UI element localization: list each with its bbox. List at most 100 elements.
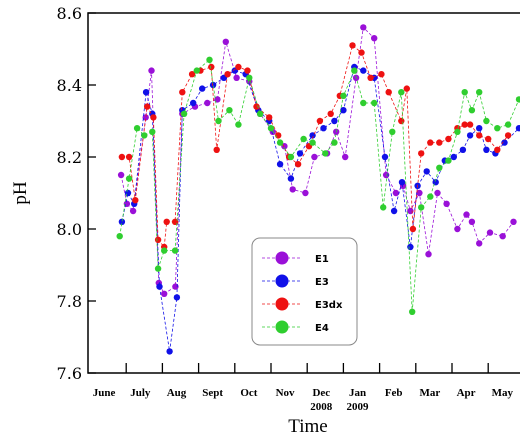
legend-marker xyxy=(275,274,289,288)
data-point xyxy=(515,125,520,132)
data-point xyxy=(340,92,347,100)
data-point xyxy=(253,103,260,110)
data-point xyxy=(466,132,474,139)
data-point xyxy=(276,139,284,146)
data-point xyxy=(436,164,443,171)
data-point xyxy=(142,114,149,121)
data-point xyxy=(150,114,157,121)
data-point xyxy=(276,161,284,168)
data-point xyxy=(215,117,222,125)
data-point xyxy=(289,186,296,193)
legend-marker xyxy=(275,297,289,311)
data-point xyxy=(327,110,334,118)
legend-entry-e4: E4 xyxy=(262,320,329,334)
data-point xyxy=(398,117,405,125)
x-tick-label: July xyxy=(130,387,151,399)
legend-marker xyxy=(275,251,289,265)
data-point xyxy=(351,67,358,74)
data-point xyxy=(380,204,387,211)
data-point xyxy=(209,81,217,89)
x-axis-title: Time xyxy=(288,416,327,437)
data-point xyxy=(501,139,508,146)
data-point xyxy=(193,67,200,74)
data-point xyxy=(208,63,215,71)
x-tick-year-label: 2009 xyxy=(347,401,370,413)
data-point xyxy=(427,139,434,146)
data-point xyxy=(463,211,470,218)
data-point xyxy=(179,89,186,96)
data-point xyxy=(132,197,139,204)
data-point xyxy=(266,114,273,121)
data-point xyxy=(389,128,396,135)
data-point xyxy=(416,189,423,197)
data-point xyxy=(199,85,206,92)
x-tick-label: Nov xyxy=(276,387,295,399)
x-tick-label: Feb xyxy=(385,387,403,399)
data-point xyxy=(154,236,162,243)
data-point xyxy=(434,189,441,197)
y-axis-title: pH xyxy=(10,181,31,205)
data-point xyxy=(287,153,295,161)
data-point xyxy=(486,229,494,236)
data-point xyxy=(125,153,133,161)
data-point xyxy=(349,42,356,49)
data-point xyxy=(141,132,148,139)
legend: E1 E3 E3dx E4 xyxy=(251,237,358,346)
data-point xyxy=(425,251,432,258)
x-axis-ticks: June July Aug Sept Oct Nov Dec 2008 Jan 2009 Feb Ma… xyxy=(93,363,513,413)
data-point xyxy=(166,348,173,355)
data-point xyxy=(256,110,264,118)
data-point xyxy=(378,71,385,78)
x-tick-label: Dec xyxy=(312,387,330,399)
data-point xyxy=(360,67,367,74)
x-tick-label: Oct xyxy=(240,387,257,399)
data-point xyxy=(180,110,188,118)
legend-label: E4 xyxy=(315,323,329,334)
data-point xyxy=(226,107,233,114)
data-point xyxy=(382,171,390,179)
x-tick-label: Apr xyxy=(457,387,476,399)
data-point xyxy=(483,146,490,153)
data-point xyxy=(466,121,474,128)
data-point xyxy=(454,225,461,233)
legend-entry-e1: E1 xyxy=(262,251,329,265)
data-point xyxy=(409,308,416,315)
data-point xyxy=(450,153,457,161)
data-point xyxy=(244,67,251,74)
data-point xyxy=(476,125,483,132)
data-point xyxy=(149,128,156,135)
series-layer xyxy=(116,24,520,355)
x-tick-label: Jan xyxy=(349,387,366,399)
data-point xyxy=(148,67,155,74)
data-point xyxy=(398,89,405,96)
data-point xyxy=(476,132,483,139)
data-point xyxy=(331,139,338,146)
data-point xyxy=(461,121,468,128)
data-point xyxy=(445,135,452,143)
data-point xyxy=(224,71,231,78)
data-point xyxy=(204,99,211,107)
data-point xyxy=(459,146,467,153)
data-point xyxy=(436,139,443,146)
y-axis-ticks: 7.6 7.8 8.0 8.2 8.4 8.6 xyxy=(57,4,96,383)
data-point xyxy=(233,74,240,82)
data-point xyxy=(494,125,501,132)
data-point xyxy=(117,171,125,179)
data-point xyxy=(222,38,229,45)
data-point xyxy=(445,157,452,164)
data-point xyxy=(144,103,151,110)
data-point xyxy=(235,63,242,71)
data-point xyxy=(358,49,365,56)
data-point xyxy=(454,128,461,135)
data-point xyxy=(371,99,378,107)
data-point xyxy=(392,189,400,197)
legend-box xyxy=(251,237,358,346)
data-point xyxy=(154,265,162,272)
data-point xyxy=(385,89,392,96)
data-point xyxy=(407,243,414,251)
data-point xyxy=(418,150,425,157)
data-point xyxy=(206,56,213,63)
data-point xyxy=(161,247,168,254)
x-tick-label: Aug xyxy=(167,387,187,399)
